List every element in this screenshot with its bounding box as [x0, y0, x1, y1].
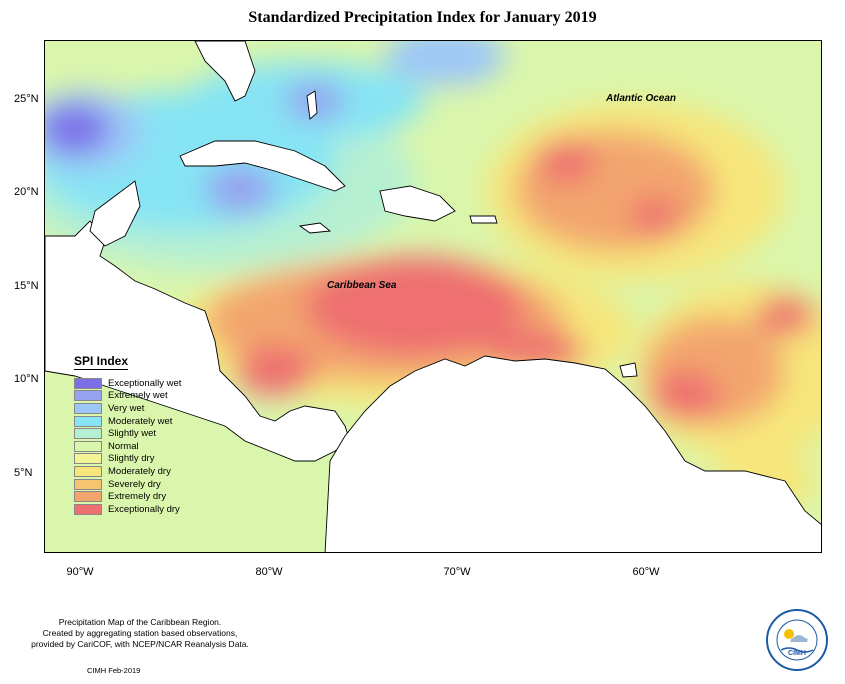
legend-swatch — [74, 440, 102, 452]
legend-label: Slightly dry — [108, 453, 155, 465]
legend-item: Exceptionally wet — [74, 377, 214, 390]
legend-swatch — [74, 453, 102, 465]
spi-map-canvas — [45, 41, 821, 552]
lon-label-90w: 90°W — [66, 566, 94, 578]
legend-swatch — [74, 415, 102, 427]
lat-label-20n: 20°N — [14, 186, 39, 198]
caribbean-sea-label: Caribbean Sea — [327, 280, 397, 291]
legend-label: Extremely wet — [108, 390, 168, 402]
legend-label: Very wet — [108, 402, 145, 414]
atlantic-ocean-label: Atlantic Ocean — [606, 93, 677, 104]
legend-item: Slightly wet — [74, 427, 214, 440]
lon-label-70w: 70°W — [443, 566, 471, 578]
spi-very-wet-zone — [385, 41, 505, 86]
logo-text: CIMH — [788, 650, 806, 657]
legend-item: Exceptionally dry — [74, 503, 214, 516]
lon-label-60w: 60°W — [632, 566, 660, 578]
legend-swatch — [74, 402, 102, 414]
legend-item: Severely dry — [74, 478, 214, 491]
legend-label: Moderately dry — [108, 465, 171, 477]
lat-label-15n: 15°N — [14, 280, 39, 292]
legend-label: Normal — [108, 440, 139, 452]
legend-swatch — [74, 478, 102, 490]
legend-item: Normal — [74, 440, 214, 453]
legend-rows: Exceptionally wet Extremely wet Very wet Mo… — [74, 377, 214, 516]
legend-label: Severely dry — [108, 478, 161, 490]
spi-map — [44, 40, 822, 553]
lat-label-5n: 5°N — [14, 467, 33, 479]
legend-label: Extremely dry — [108, 491, 167, 503]
land-outlines — [45, 41, 821, 552]
legend-item: Slightly dry — [74, 453, 214, 466]
legend-label: Moderately wet — [108, 415, 173, 427]
legend-label: Slightly wet — [108, 428, 157, 440]
credit-line-3: provided by CariCOF, with NCEP/NCAR Rean… — [31, 639, 249, 649]
legend-item: Moderately dry — [74, 465, 214, 478]
legend-swatch — [74, 428, 102, 440]
spi-exceptionally-wet-zone — [45, 104, 110, 154]
legend-swatch — [74, 390, 102, 402]
date-credit: CIMH Feb-2019 — [87, 666, 141, 675]
credit-line-2: Created by aggregating station based obs… — [42, 628, 238, 638]
cimh-logo: CIMH — [765, 608, 829, 672]
legend-title: SPI Index — [74, 354, 129, 370]
lon-label-80w: 80°W — [255, 566, 283, 578]
map-title: Standardized Precipitation Index for Jan… — [248, 9, 597, 26]
legend-swatch — [74, 465, 102, 477]
legend-item: Moderately wet — [74, 415, 214, 428]
legend-item: Very wet — [74, 402, 214, 415]
spi-exceptionally-dry-zone — [535, 139, 595, 183]
credit-line-1: Precipitation Map of the Caribbean Regio… — [58, 617, 222, 627]
legend-label: Exceptionally wet — [108, 377, 182, 389]
lat-label-25n: 25°N — [14, 93, 39, 105]
legend-swatch — [74, 377, 102, 389]
legend-label: Exceptionally dry — [108, 503, 180, 515]
legend-swatch — [74, 503, 102, 515]
spi-extremely-wet-zone — [205, 164, 275, 214]
legend-swatch — [74, 491, 102, 503]
lat-label-10n: 10°N — [14, 373, 39, 385]
spi-legend: SPI Index Exceptionally wet Extremely wet… — [74, 352, 214, 516]
legend-item: Extremely wet — [74, 390, 214, 403]
legend-item: Extremely dry — [74, 490, 214, 503]
